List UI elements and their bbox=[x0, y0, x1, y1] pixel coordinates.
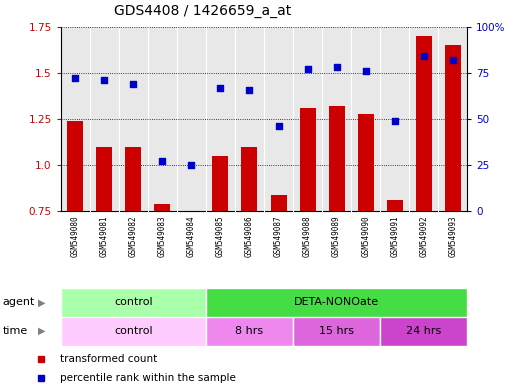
Text: GDS4408 / 1426659_a_at: GDS4408 / 1426659_a_at bbox=[115, 4, 291, 18]
Text: GSM549080: GSM549080 bbox=[71, 215, 80, 257]
Bar bbox=[67, 121, 83, 211]
Text: GSM549092: GSM549092 bbox=[419, 215, 428, 257]
Point bbox=[361, 68, 370, 74]
Text: ▶: ▶ bbox=[38, 297, 45, 308]
Bar bbox=[206, 317, 293, 346]
Point bbox=[303, 66, 312, 72]
Bar bbox=[206, 288, 467, 317]
Bar bbox=[270, 195, 287, 211]
Bar bbox=[96, 147, 112, 211]
Point bbox=[187, 162, 196, 168]
Bar bbox=[328, 106, 345, 211]
Bar bbox=[416, 36, 432, 211]
Bar bbox=[125, 147, 142, 211]
Text: GSM549087: GSM549087 bbox=[274, 215, 283, 257]
Text: GSM549091: GSM549091 bbox=[390, 215, 399, 257]
Bar bbox=[380, 317, 467, 346]
Text: agent: agent bbox=[3, 297, 35, 308]
Text: control: control bbox=[114, 297, 153, 308]
Bar bbox=[61, 317, 206, 346]
Bar bbox=[212, 156, 229, 211]
Bar bbox=[445, 45, 461, 211]
Bar bbox=[61, 288, 206, 317]
Text: GSM549093: GSM549093 bbox=[448, 215, 457, 257]
Point bbox=[158, 158, 167, 164]
Point bbox=[449, 57, 457, 63]
Bar bbox=[154, 204, 171, 211]
Text: GSM549090: GSM549090 bbox=[361, 215, 370, 257]
Text: GSM549086: GSM549086 bbox=[245, 215, 254, 257]
Point bbox=[71, 75, 80, 81]
Point bbox=[333, 65, 341, 71]
Point bbox=[391, 118, 399, 124]
Text: 15 hrs: 15 hrs bbox=[319, 326, 354, 336]
Point bbox=[100, 77, 109, 83]
Text: control: control bbox=[114, 326, 153, 336]
Text: 24 hrs: 24 hrs bbox=[406, 326, 441, 336]
Text: GSM549085: GSM549085 bbox=[216, 215, 225, 257]
Text: ▶: ▶ bbox=[38, 326, 45, 336]
Point bbox=[245, 86, 254, 93]
Bar bbox=[357, 114, 374, 211]
Point bbox=[129, 81, 137, 87]
Text: transformed count: transformed count bbox=[60, 354, 157, 364]
Bar bbox=[386, 200, 403, 211]
Bar bbox=[183, 211, 200, 215]
Text: GSM549083: GSM549083 bbox=[158, 215, 167, 257]
Text: 8 hrs: 8 hrs bbox=[235, 326, 263, 336]
Text: DETA-NONOate: DETA-NONOate bbox=[294, 297, 379, 308]
Text: percentile rank within the sample: percentile rank within the sample bbox=[60, 373, 235, 383]
Text: GSM549082: GSM549082 bbox=[129, 215, 138, 257]
Text: GSM549081: GSM549081 bbox=[100, 215, 109, 257]
Point bbox=[420, 53, 428, 60]
Point bbox=[275, 123, 283, 129]
Text: GSM549088: GSM549088 bbox=[303, 215, 312, 257]
Point bbox=[216, 84, 225, 91]
Text: GSM549084: GSM549084 bbox=[187, 215, 196, 257]
Bar bbox=[241, 147, 258, 211]
Text: GSM549089: GSM549089 bbox=[332, 215, 341, 257]
Bar bbox=[293, 317, 380, 346]
Bar bbox=[299, 108, 316, 211]
Text: time: time bbox=[3, 326, 28, 336]
